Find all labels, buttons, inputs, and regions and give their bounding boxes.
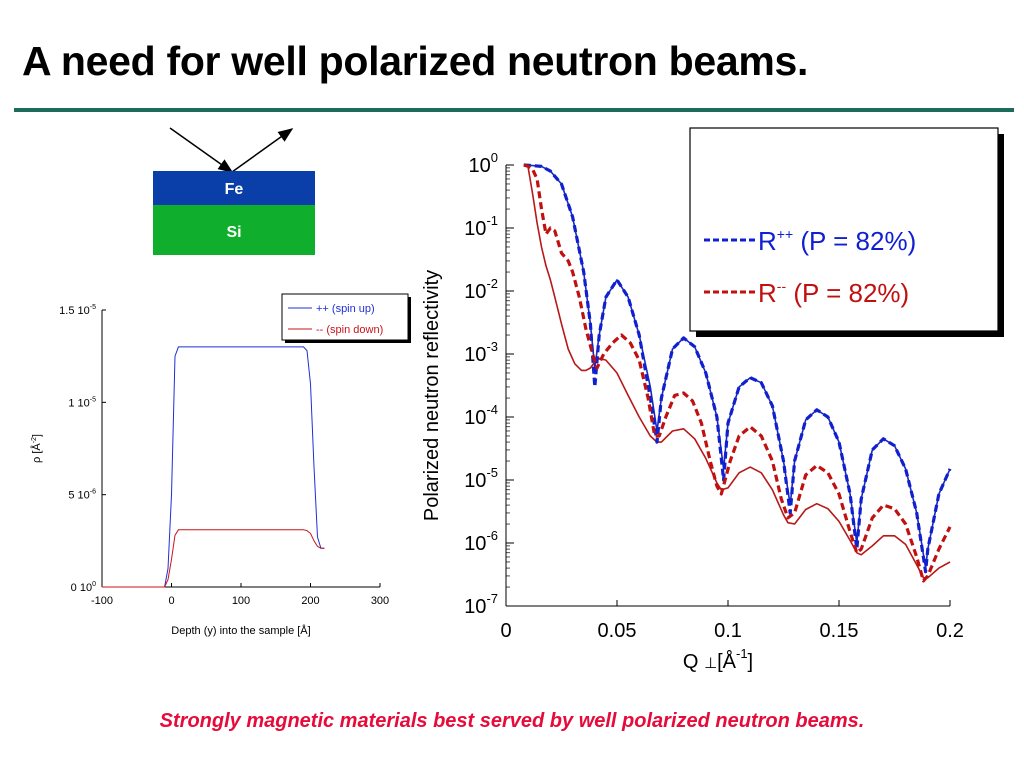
y-tick-label: 10-3 [464, 339, 498, 366]
spin-up-line [102, 346, 325, 588]
x-tick-label: 0 [168, 595, 174, 607]
x-tick-label: 0 [500, 620, 511, 642]
incident-beam-arrow-icon [169, 127, 234, 173]
fe-layer-label: Fe [225, 181, 244, 198]
legend-entry-label: -- (spin down) [316, 324, 383, 336]
sld-depth-chart: -100 0 100 200 300 0 100 5 10-6 1 10-5 1.5 10-5 D… [30, 293, 411, 637]
legend-entry-label: ++ (spin up) [316, 303, 375, 315]
r-mm-solid-line [527, 167, 951, 579]
x-tick-label: -100 [91, 595, 113, 607]
y-tick-label: 100 [469, 150, 498, 177]
x-axis-title: Depth (y) into the sample [Å] [171, 624, 310, 637]
reflectivity-chart: 0 0.05 0.1 0.15 0.2 100 10-1 10-2 10-3 10-4 10-5 10… [421, 127, 1004, 673]
x-tick-label: 0.15 [820, 620, 859, 642]
si-layer-label: Si [226, 224, 241, 241]
legend-entry-label: R-- (P = 82%) [758, 278, 909, 308]
legend-entry-label: R++ (P = 82%) [758, 226, 916, 256]
x-tick-label: 0.1 [714, 620, 742, 642]
slide-caption: Strongly magnetic materials best served … [159, 710, 865, 732]
y-tick-label: 10-7 [464, 591, 498, 618]
x-axis-title: Q ⊥[Å-1] [683, 646, 753, 673]
x-tick-label: 300 [371, 595, 389, 607]
legend-box [689, 127, 999, 332]
x-tick-label: 200 [301, 595, 319, 607]
y-axis-title: ρ [Å-2] [30, 434, 43, 463]
y-tick-label: 10-5 [464, 465, 498, 492]
y-axis-title: Polarized neutron reflectivity [421, 270, 443, 521]
x-tick-label: 100 [232, 595, 250, 607]
slide-title: A need for well polarized neutron beams. [22, 38, 809, 84]
y-tick-label: 10-2 [464, 276, 498, 303]
r-mm-dashed-line [523, 163, 952, 583]
legend-box [281, 293, 409, 341]
x-tick-label: 0.2 [936, 620, 964, 642]
y-tick-label: 10-4 [464, 402, 498, 429]
reflected-beam-arrow-icon [231, 128, 294, 173]
spin-down-line [102, 529, 325, 588]
y-tick-label: 5 10-6 [68, 489, 96, 502]
y-tick-label: 1 10-5 [68, 396, 96, 409]
r-pp-dashed-line [523, 163, 952, 574]
fe-layer [153, 171, 315, 205]
y-tick-label: 0 100 [71, 581, 96, 594]
x-tick-label: 0.05 [598, 620, 637, 642]
layer-diagram: Fe Si [153, 127, 315, 255]
y-tick-label: 1.5 10-5 [59, 304, 96, 317]
y-tick-label: 10-1 [464, 213, 498, 240]
si-layer [153, 205, 315, 255]
title-divider [14, 108, 1014, 112]
y-tick-label: 10-6 [464, 528, 498, 555]
